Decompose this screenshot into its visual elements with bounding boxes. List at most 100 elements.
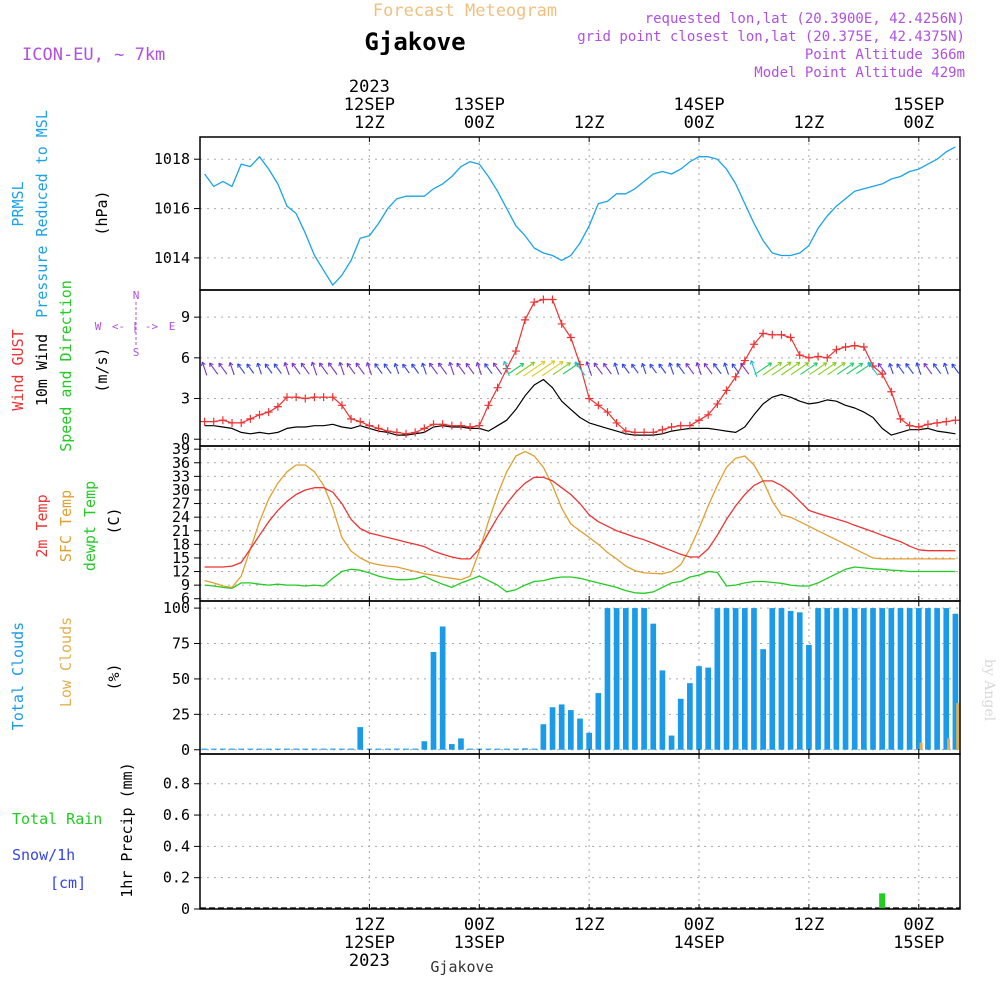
total-cloud-bar [320,748,327,750]
gust-marker [740,356,749,365]
total-cloud-bar [888,608,895,750]
wind-direction-arrow [201,361,208,376]
gust-marker [209,417,218,426]
total-cloud-bar [448,744,455,750]
precipitation-ytick-label: 0 [181,900,190,918]
total-cloud-bar [265,748,272,750]
temp-sfc-label: SFC Temp [57,490,75,562]
total-cloud-bar [714,608,721,750]
wind-arrowhead [703,362,709,368]
total-cloud-bar [604,608,611,750]
axis-labels: 1014101610180369691215182124273033363902… [154,77,945,971]
gust-marker [521,315,530,324]
wind-arrowhead [530,361,535,367]
wind-direction-arrow [339,362,345,376]
pressure-label-msl: Pressure Reduced to MSL [33,110,51,318]
wind-direction-arrow [809,362,827,376]
wind-direction-arrow [740,362,750,375]
wind-arrowhead [951,363,956,369]
low-cloud-bar [956,703,960,750]
wind-arrowhead [795,361,801,367]
total-cloud-bar [458,738,464,750]
wind-direction-arrow [669,362,675,375]
total-cloud-bar [861,608,867,750]
gust-marker [951,416,960,425]
temp-dewpt-label: dewpt Temp [81,481,99,571]
precip-labels: Total Rain Snow/1h [cm] 1hr Precip (mm) [12,762,136,897]
gust-marker [704,410,713,419]
temperature-ytick-label: 9 [181,576,190,594]
gust-marker [273,402,282,411]
wind-arrowhead [456,362,461,368]
total-cloud-bar [677,698,684,750]
total-cloud-bar [247,748,254,750]
wind-arrowhead [310,361,316,367]
wind-direction-arrow [507,362,524,375]
wind-direction-arrow [402,363,410,374]
wind-direction-arrow [614,362,620,375]
wind-arrowhead [318,362,324,368]
low-cloud-bar [919,742,923,750]
gust-marker [923,420,932,429]
wind-arrowhead [421,362,426,368]
wind-direction-arrow [291,362,301,375]
wind-arrowhead [942,362,948,368]
gust-marker [319,393,328,402]
gust-marker [218,416,227,425]
wind-arrowhead [896,363,901,368]
total-cloud-bar [668,735,675,750]
wind-direction-arrow [867,361,879,376]
wind-direction-arrow [438,362,448,375]
wind-arrowhead [613,362,619,367]
gust-marker [914,423,923,432]
watermark: by Angel [981,659,997,722]
total-cloud-bar [284,748,290,750]
temp-labels: 2m Temp SFC Temp dewpt Temp (C) [33,481,123,571]
wind-arrowhead [603,362,608,368]
wind-arrowhead [685,362,690,368]
gust-marker [905,421,914,430]
total-cloud-bar [760,649,766,750]
wind-arrowhead [209,362,214,368]
total-cloud-bar [384,748,391,750]
wind-arrowhead [291,362,297,368]
compass-east: E [169,320,176,333]
wind-direction-arrow [723,362,730,375]
top-date-label: 13SEP [454,95,505,115]
total-cloud-bar [568,710,574,750]
wind-direction-arrow [552,362,571,376]
wind-arrowhead [841,362,846,367]
wind-direction-arrow [790,362,809,376]
wind-direction-arrow [319,362,329,375]
total-cloud-bar [348,748,354,750]
clouds-ytick-label: 0 [181,741,190,759]
wind-arrowhead [228,362,234,367]
wind-arrowhead [327,362,333,367]
total-cloud-bar [513,748,519,750]
clouds-ytick-label: 25 [172,705,190,723]
clouds-ytick-label: 75 [172,635,190,653]
wind-direction-arrow [641,363,647,375]
wind-direction-arrow [523,360,546,377]
wind-arrowhead [256,362,261,368]
wind-direction-arrow [449,362,455,376]
top-date-label: 14SEP [673,95,724,115]
wind-direction-arrow [229,362,235,376]
wind-direction-arrow [836,362,855,375]
wind-direction-arrow [649,363,657,374]
gust-marker [759,329,768,338]
wind-arrowhead [566,362,571,367]
gust-marker [722,386,731,395]
bottom-hour-label: 12Z [354,915,385,935]
wind-arrowhead [723,362,728,367]
point-altitude: Point Altitude 366m [805,47,965,63]
gust-marker [475,421,484,430]
grid-layer [200,137,960,910]
total-cloud-bar [787,610,794,750]
wind-direction-arrow [284,362,290,376]
temperature-ytick-label: 33 [172,467,190,485]
wind-ytick-label: 6 [181,349,190,367]
wind-10m-label: 10m Wind [33,334,51,406]
wind-direction-arrow [237,363,246,374]
gust-marker [603,408,612,417]
